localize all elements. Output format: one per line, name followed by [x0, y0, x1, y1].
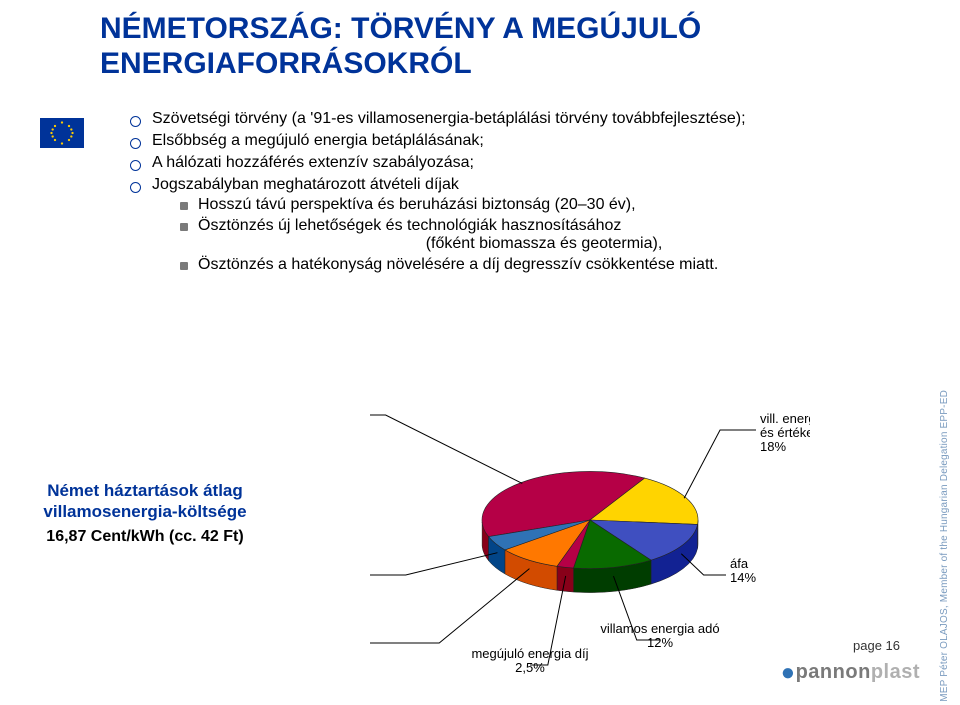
caption-line: Német háztartások átlag	[30, 480, 260, 501]
title-line-2: ENERGIAFORRÁSOKRÓL	[100, 47, 472, 80]
bullet-list: Szövetségi törvény (a '91-es villamosene…	[130, 110, 890, 278]
bullet-text: (főként biomassza és geotermia),	[198, 235, 890, 253]
page-number: page 16	[853, 638, 900, 653]
svg-text:áfa14%: áfa14%	[730, 556, 756, 585]
sub-bullet-item: Hosszú távú perspektíva és beruházási bi…	[180, 196, 890, 214]
sub-bullet-item: Ösztönzés új lehetőségek és technológiák…	[180, 217, 890, 253]
brand-part: pannon	[796, 661, 871, 683]
page-title: NÉMETORSZÁG: TÖRVÉNY A MEGÚJULÓ ENERGIAF…	[100, 12, 701, 81]
bullet-text: Jogszabályban meghatározott átvételi díj…	[152, 176, 459, 193]
svg-text:villamos energia adó12%: villamos energia adó12%	[600, 621, 719, 650]
side-credit: MEP Péter OLAJOS, Member of the Hungaria…	[939, 390, 950, 702]
pie-chart: nettó költségkombinált ciklus díjjal39%v…	[370, 395, 810, 695]
bullet-text: Szövetségi törvény (a '91-es villamosene…	[152, 110, 746, 127]
bullet-item: Szövetségi törvény (a '91-es villamosene…	[130, 110, 890, 128]
svg-text:megújuló energia díj2,5%: megújuló energia díj2,5%	[471, 646, 588, 675]
brand-part: plast	[871, 661, 920, 683]
caption-line: 16,87 Cent/kWh (cc. 42 Ft)	[30, 527, 260, 547]
title-line-1: NÉMETORSZÁG: TÖRVÉNY A MEGÚJULÓ	[100, 12, 701, 45]
bullet-text: Ösztönzés a hatékonyság növelésére a díj…	[198, 256, 718, 273]
bullet-text: Ösztönzés új lehetőségek és technológiák…	[198, 217, 621, 234]
sub-bullet-item: Ösztönzés a hatékonyság növelésére a díj…	[180, 256, 890, 274]
eu-flag-icon	[40, 118, 84, 148]
bullet-text: Hosszú távú perspektíva és beruházási bi…	[198, 196, 636, 213]
bullet-text: A hálózati hozzáférés extenzív szabályoz…	[152, 154, 474, 171]
bullet-item: Jogszabályban meghatározott átvételi díj…	[130, 176, 890, 274]
svg-text:vill. energiatermelésés értéke: vill. energiatermelésés értékesítés18%	[760, 411, 810, 454]
chart-caption: Német háztartások átlag villamosenergia-…	[30, 480, 260, 547]
bullet-item: Elsőbbség a megújuló energia betáplálásá…	[130, 132, 890, 150]
bullet-item: A hálózati hozzáférés extenzív szabályoz…	[130, 154, 890, 172]
caption-line: villamosenergia-költsége	[30, 501, 260, 522]
bullet-text: Elsőbbség a megújuló energia betáplálásá…	[152, 132, 484, 149]
brand-logo: ●pannonplast	[781, 659, 920, 687]
